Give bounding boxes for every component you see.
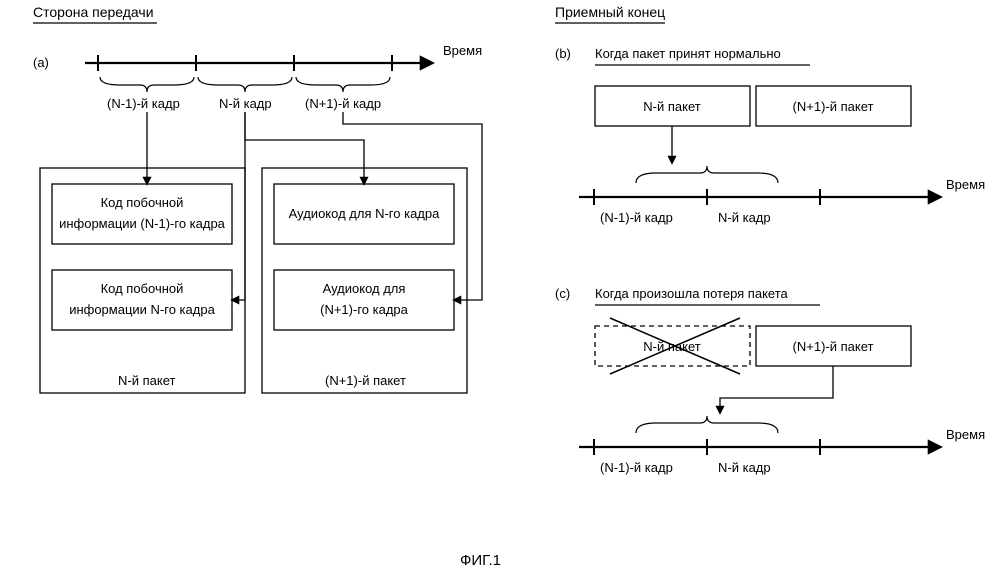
panel-c-label: (c) [555, 286, 570, 301]
packet-n-title: N-й пакет [118, 373, 175, 388]
packet-n-b1l2: информации (N-1)-го кадра [59, 216, 226, 231]
panel-a-label: (a) [33, 55, 49, 70]
right-heading: Приемный конец [555, 4, 665, 20]
figure-label: ФИГ.1 [460, 552, 501, 569]
b-pkt-np1-label: (N+1)-й пакет [793, 99, 874, 114]
b-pkt-n-label: N-й пакет [643, 99, 700, 114]
packet-np1-b2l1: Аудиокод для [323, 281, 406, 296]
brace-np1 [296, 77, 390, 92]
c-pkt-np1-label: (N+1)-й пакет [793, 339, 874, 354]
arrow-n-to-box2 [232, 112, 245, 300]
frame-np1-label: (N+1)-й кадр [305, 96, 381, 111]
packet-np1-inner2 [274, 270, 454, 330]
packet-np1-title: (N+1)-й пакет [325, 373, 406, 388]
time-label-b: Время [946, 177, 985, 192]
b-brace [636, 166, 778, 183]
time-label-a: Время [443, 43, 482, 58]
frame-n-label: N-й кадр [219, 96, 272, 111]
panel-b-caption: Когда пакет принят нормально [595, 46, 781, 61]
time-label-c: Время [946, 427, 985, 442]
b-frame-nm1: (N-1)-й кадр [600, 210, 673, 225]
brace-n [198, 77, 292, 92]
left-heading: Сторона передачи [33, 4, 154, 20]
b-frame-n: N-й кадр [718, 210, 771, 225]
packet-np1-b1l1: Аудиокод для N-го кадра [289, 206, 441, 221]
frame-nm1-label: (N-1)-й кадр [107, 96, 180, 111]
panel-c-caption: Когда произошла потеря пакета [595, 286, 789, 301]
packet-n-b2l1: Код побочной [101, 281, 184, 296]
packet-np1-b2l2: (N+1)-го кадра [320, 302, 409, 317]
c-frame-nm1: (N-1)-й кадр [600, 460, 673, 475]
packet-n-b2l2: информации N-го кадра [69, 302, 215, 317]
panel-b-label: (b) [555, 46, 571, 61]
packet-n-inner2 [52, 270, 232, 330]
packet-n-inner1 [52, 184, 232, 244]
brace-nm1 [100, 77, 194, 92]
arrow-n-to-np1box1 [245, 112, 364, 184]
c-frame-n: N-й кадр [718, 460, 771, 475]
packet-n-b1l1: Код побочной [101, 195, 184, 210]
c-brace [636, 416, 778, 433]
